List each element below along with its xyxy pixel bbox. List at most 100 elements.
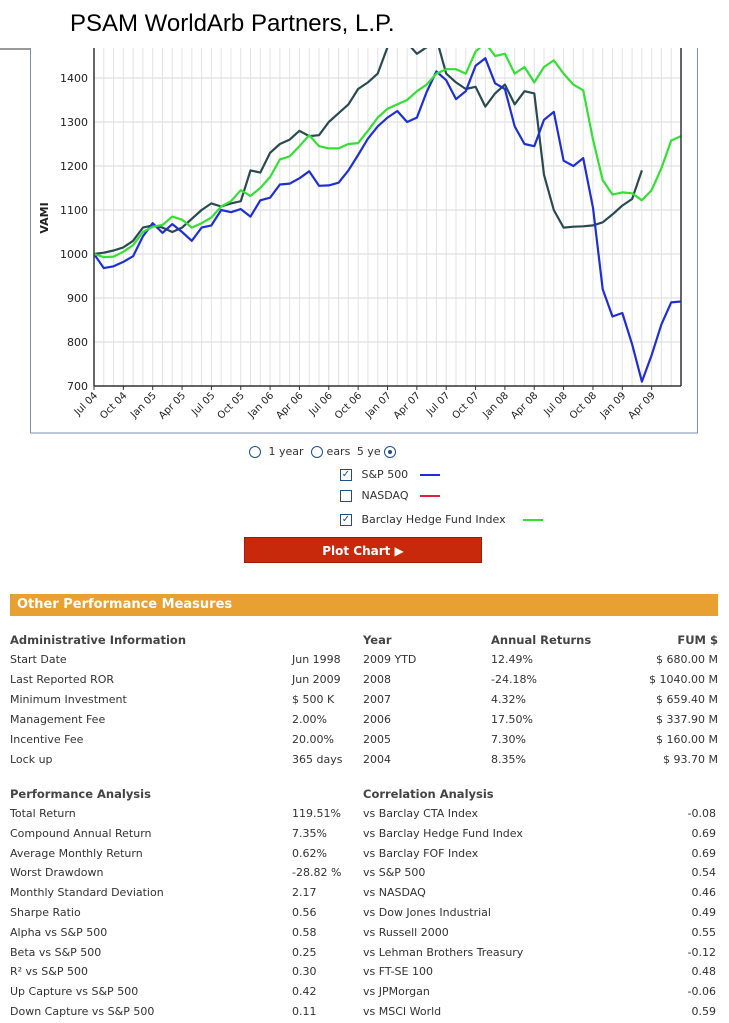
correlation-header: Correlation Analysis — [363, 787, 494, 801]
y-tick-label: 1200 — [60, 160, 88, 173]
title-bar: PSAM WorldArb Partners, L.P. — [0, 0, 729, 50]
y-tick-label: 1100 — [60, 204, 88, 217]
period-label-1-year: 1 year — [268, 445, 304, 458]
performance-value: 7.35% — [292, 826, 327, 840]
annual-year: 2004 — [363, 753, 391, 766]
performance-value: 0.30 — [292, 965, 317, 979]
period-radio-3-years[interactable] — [311, 446, 324, 458]
correlation-value: 0.69 — [691, 846, 717, 860]
y-tick-label: 900 — [67, 292, 88, 305]
annual-return: -24.18% — [491, 673, 537, 686]
admin-value: 20.00% — [292, 733, 334, 746]
performance-label: Total Return — [10, 807, 76, 820]
section-header: Other Performance Measures — [10, 594, 718, 616]
correlation-label: vs JPMorgan — [363, 985, 430, 999]
annual-fum: $ 659.40 M — [656, 693, 718, 706]
correlation-value: -0.12 — [687, 945, 716, 959]
performance-value: 0.42 — [292, 985, 317, 999]
correlation-label: vs Dow Jones Industrial — [363, 906, 491, 919]
correlation-label: vs S&P 500 — [363, 866, 426, 880]
legend-item-sp500[interactable]: ✓ S&P 500 — [340, 468, 440, 481]
series-line-0 — [94, 48, 643, 256]
y-tick-label: 1400 — [60, 72, 88, 85]
year-header: Year — [363, 633, 392, 647]
admin-label: Incentive Fee — [10, 733, 84, 746]
correlation-label: vs Lehman Brothers Treasury — [363, 945, 524, 959]
legend-item-nasdaq[interactable]: NASDAQ — [340, 489, 441, 502]
performance-header: Performance Analysis — [10, 787, 151, 801]
performance-value: 0.25 — [292, 945, 317, 959]
correlation-label: vs Russell 2000 — [363, 925, 449, 939]
y-tick-label: 1300 — [60, 116, 88, 129]
performance-value: -28.82 % — [292, 866, 342, 880]
annual-year: 2007 — [363, 693, 391, 706]
sp500-checkbox[interactable]: ✓ — [340, 469, 352, 481]
correlation-value: 0.46 — [691, 886, 717, 900]
correlation-label: vs Barclay FOF Index — [363, 846, 479, 860]
annual-return: 4.32% — [491, 693, 526, 706]
annual-return: 7.30% — [491, 733, 526, 746]
performance-value: 0.58 — [292, 925, 317, 939]
admin-label: Last Reported ROR — [10, 673, 115, 686]
period-selector: 1 year ears 5 ye — [249, 445, 397, 458]
nasdaq-checkbox[interactable] — [340, 490, 352, 502]
period-label-5-years: 5 ye — [356, 445, 381, 458]
nasdaq-swatch — [420, 495, 441, 497]
annual-fum: $ 337.90 M — [656, 713, 718, 726]
correlation-value: -0.08 — [687, 807, 716, 820]
correlation-label: vs NASDAQ — [363, 886, 426, 900]
fum-header: FUM $ — [677, 633, 718, 647]
correlation-value: -0.06 — [687, 985, 716, 999]
performance-label: R² vs S&P 500 — [10, 965, 88, 979]
performance-label: Sharpe Ratio — [10, 906, 81, 919]
annual-fum: $ 680.00 M — [656, 653, 718, 666]
y-tick-label: 700 — [67, 380, 88, 393]
performance-label: Alpha vs S&P 500 — [10, 925, 108, 939]
barclay-hedge-checkbox[interactable]: ✓ — [340, 514, 352, 526]
annual-fum: $ 93.70 M — [663, 753, 718, 766]
legend-item-barclay-hedge[interactable]: ✓ Barclay Hedge Fund Index — [340, 513, 544, 526]
annual-fum: $ 160.00 M — [656, 733, 718, 746]
sp500-label: S&P 500 — [361, 468, 409, 481]
correlation-value: 0.69 — [691, 826, 717, 840]
performance-value: 0.11 — [292, 1005, 317, 1018]
admin-value: 2.00% — [292, 713, 327, 726]
correlation-value: 0.59 — [691, 1005, 717, 1018]
nasdaq-label: NASDAQ — [361, 489, 409, 502]
performance-label: Up Capture vs S&P 500 — [10, 985, 139, 999]
series-line-2 — [94, 48, 681, 259]
series-line-1 — [94, 57, 681, 383]
performance-value: 119.51% — [292, 807, 341, 820]
admin-value: $ 500 K — [292, 693, 335, 706]
performance-label: Compound Annual Return — [10, 826, 152, 840]
period-label-3-years: ears — [326, 445, 351, 458]
annual-return: 12.49% — [491, 653, 533, 666]
admin-label: Start Date — [10, 653, 67, 666]
admin-value: Jun 2009 — [292, 673, 341, 686]
sp500-swatch — [419, 474, 440, 476]
performance-value: 0.62% — [292, 846, 327, 860]
correlation-label: vs Barclay CTA Index — [363, 807, 479, 820]
y-tick-label: 800 — [67, 336, 88, 349]
annual-return: 17.50% — [491, 713, 533, 726]
plot-chart-button[interactable]: Plot Chart ▶ — [244, 537, 482, 563]
barclay-hedge-swatch — [523, 519, 544, 521]
annual-returns-header: Annual Returns — [491, 633, 592, 647]
correlation-value: 0.54 — [691, 866, 717, 880]
barclay-hedge-label: Barclay Hedge Fund Index — [361, 513, 506, 526]
performance-value: 0.56 — [292, 906, 317, 919]
correlation-label: vs FT-SE 100 — [363, 965, 433, 979]
annual-year: 2005 — [363, 733, 391, 746]
performance-value: 2.17 — [292, 886, 317, 900]
period-radio-5-years[interactable] — [384, 446, 397, 458]
correlation-value: 0.55 — [691, 925, 717, 939]
y-tick-label: 1000 — [60, 248, 88, 261]
page-title: PSAM WorldArb Partners, L.P. — [60, 0, 729, 50]
annual-return: 8.35% — [491, 753, 526, 766]
y-axis-label: VAMI — [38, 202, 51, 233]
admin-header: Administrative Information — [10, 633, 187, 647]
performance-label: Average Monthly Return — [10, 846, 143, 860]
period-radio-1-year[interactable] — [249, 446, 261, 458]
annual-fum: $ 1040.00 M — [649, 673, 718, 686]
